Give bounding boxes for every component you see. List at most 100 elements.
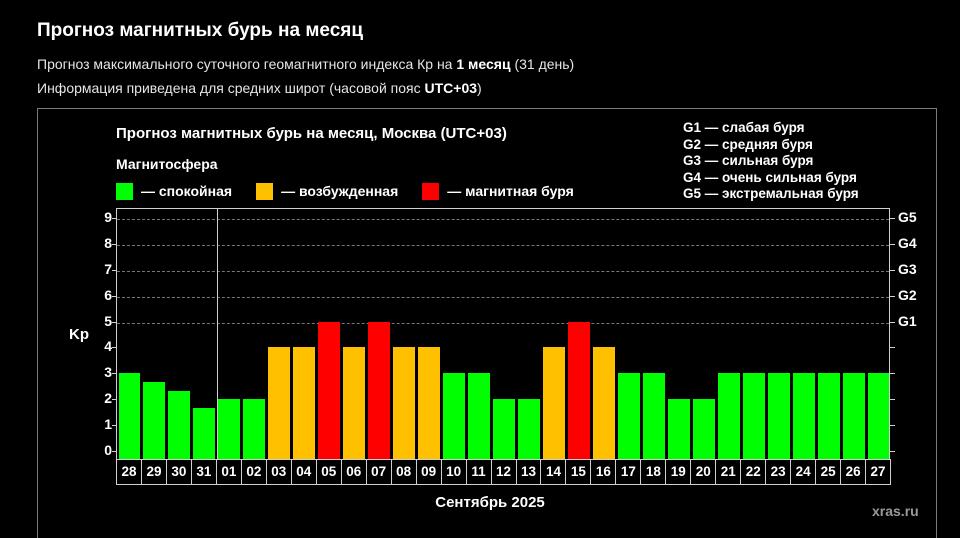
kp-bar bbox=[667, 399, 690, 459]
legend-item: — возбужденная bbox=[256, 182, 399, 200]
kp-bar bbox=[792, 373, 815, 459]
kp-bar bbox=[118, 373, 141, 459]
x-tick-label: 13 bbox=[517, 460, 542, 484]
x-tick-label: 24 bbox=[791, 460, 817, 484]
storm-level-tick: G1 bbox=[898, 312, 917, 329]
storm-level-tick: G4 bbox=[898, 234, 917, 251]
x-tick-label: 10 bbox=[442, 460, 467, 484]
kp-bar bbox=[268, 347, 291, 459]
right-tick-mark bbox=[890, 243, 895, 245]
y-tick-mark bbox=[112, 321, 116, 323]
x-tick-label: 07 bbox=[367, 460, 392, 484]
x-tick-label: 23 bbox=[766, 460, 792, 484]
x-tick-label: 02 bbox=[242, 460, 267, 484]
x-tick-label: 19 bbox=[666, 460, 692, 484]
grid-line bbox=[117, 296, 889, 298]
y-tick-mark bbox=[112, 425, 116, 427]
x-axis-labels: 28 29 30 31 01 02 03 04 05 06 07 08 09 10 11 12 13 14 15 16… bbox=[116, 459, 891, 485]
kp-bar bbox=[767, 373, 790, 459]
x-axis-title: Сентябрь 2025 bbox=[435, 494, 545, 511]
grid-line bbox=[117, 322, 889, 324]
legend-swatch bbox=[422, 182, 440, 200]
x-tick-label: 30 bbox=[167, 460, 192, 484]
y-tick-label: 5 bbox=[104, 312, 112, 329]
kp-bar bbox=[617, 373, 640, 459]
legend-item: — спокойная bbox=[116, 182, 232, 200]
x-tick-label: 16 bbox=[591, 460, 617, 484]
x-tick-label: 06 bbox=[342, 460, 367, 484]
right-tick-mark bbox=[890, 347, 895, 349]
right-tick-mark bbox=[890, 451, 895, 452]
x-tick-label: 15 bbox=[566, 460, 592, 484]
y-tick-label: 1 bbox=[104, 416, 112, 433]
y-tick-label: 8 bbox=[104, 234, 112, 251]
subtitle-period: Прогноз максимального суточного геомагни… bbox=[37, 56, 575, 72]
kp-bar bbox=[717, 373, 740, 459]
storm-level-item: G2 — средняя буря bbox=[683, 136, 813, 152]
y-tick-label: 6 bbox=[104, 286, 112, 303]
kp-bar bbox=[567, 321, 590, 459]
legend-swatch bbox=[256, 182, 274, 200]
right-tick-mark bbox=[890, 399, 895, 401]
y-tick-mark bbox=[112, 451, 116, 452]
kp-bar bbox=[443, 373, 466, 459]
grid-line bbox=[117, 219, 889, 220]
legend-label: — возбужденная bbox=[281, 183, 399, 199]
kp-bar bbox=[318, 321, 341, 459]
x-tick-label: 20 bbox=[691, 460, 717, 484]
storm-level-tick: G5 bbox=[898, 209, 917, 225]
storm-level-item: G5 — экстремальная буря bbox=[683, 186, 859, 202]
right-tick-mark bbox=[890, 373, 895, 375]
x-tick-label: 29 bbox=[142, 460, 167, 484]
grid-line bbox=[117, 270, 889, 272]
x-tick-label: 25 bbox=[816, 460, 842, 484]
x-tick-label: 14 bbox=[541, 460, 567, 484]
right-tick-mark bbox=[890, 218, 895, 219]
kp-bar bbox=[293, 347, 316, 459]
kp-bar bbox=[642, 373, 665, 459]
y-tick-label: 3 bbox=[104, 364, 112, 381]
x-tick-label: 28 bbox=[117, 460, 142, 484]
y-tick-label: 2 bbox=[104, 390, 112, 407]
kp-bar bbox=[343, 347, 366, 459]
kp-bar bbox=[218, 399, 241, 459]
y-tick-mark bbox=[112, 347, 116, 349]
y-tick-mark bbox=[112, 295, 116, 297]
kp-bar bbox=[817, 373, 840, 459]
y-tick-label: 7 bbox=[104, 260, 112, 277]
y-axis-label: Kp bbox=[69, 326, 89, 343]
x-tick-label: 08 bbox=[392, 460, 417, 484]
storm-level-item: G3 — сильная буря bbox=[683, 153, 814, 169]
right-tick-mark bbox=[890, 295, 895, 297]
legend-label: — магнитная буря bbox=[447, 183, 574, 199]
watermark: xras.ru bbox=[872, 503, 919, 519]
y-tick-mark bbox=[112, 269, 116, 271]
kp-bar bbox=[143, 381, 166, 459]
x-tick-label: 03 bbox=[267, 460, 292, 484]
x-tick-label: 22 bbox=[741, 460, 767, 484]
y-tick-label: 4 bbox=[104, 338, 112, 355]
kp-bar bbox=[867, 373, 890, 459]
y-tick-mark bbox=[112, 218, 116, 219]
kp-bar bbox=[393, 347, 416, 459]
storm-level-tick: G3 bbox=[898, 260, 917, 277]
x-tick-label: 21 bbox=[716, 460, 742, 484]
kp-bar bbox=[592, 347, 615, 459]
color-legend: — спокойная — возбужденная — магнитная бур… bbox=[116, 181, 598, 201]
y-tick-mark bbox=[112, 243, 116, 245]
right-tick-mark bbox=[890, 321, 895, 323]
chart-card bbox=[37, 108, 937, 538]
kp-bar bbox=[468, 373, 490, 459]
x-tick-label: 05 bbox=[317, 460, 342, 484]
x-tick-label: 09 bbox=[417, 460, 442, 484]
y-tick-label: 9 bbox=[104, 209, 112, 225]
storm-level-tick: G2 bbox=[898, 286, 917, 303]
kp-bar bbox=[542, 347, 565, 459]
x-tick-label: 11 bbox=[467, 460, 492, 484]
x-tick-label: 31 bbox=[192, 460, 217, 484]
kp-bar bbox=[842, 373, 865, 459]
x-tick-label: 17 bbox=[616, 460, 642, 484]
legend-item: — магнитная буря bbox=[422, 182, 574, 200]
x-tick-label: 04 bbox=[292, 460, 317, 484]
grid-line bbox=[117, 244, 889, 246]
